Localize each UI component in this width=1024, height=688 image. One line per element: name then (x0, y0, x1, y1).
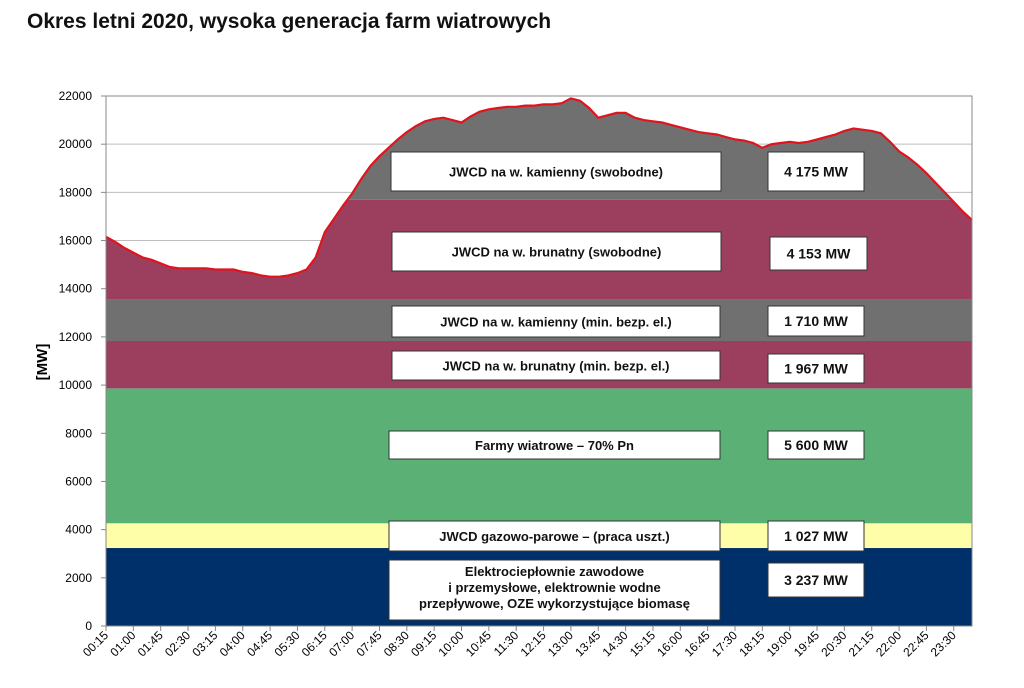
x-tick-label: 03:15 (189, 628, 220, 659)
x-tick-label: 16:00 (654, 628, 685, 659)
series-name-box (390, 151, 722, 192)
x-tick-label: 01:00 (107, 628, 138, 659)
plot-frame (105, 95, 973, 627)
y-tick-label: 10000 (59, 378, 93, 392)
x-tick-label: 07:45 (353, 628, 384, 659)
x-tick-label: 15:15 (627, 628, 658, 659)
x-tick-label: 13:00 (545, 628, 576, 659)
y-tick-label: 8000 (65, 426, 92, 440)
series-value-label: 3 237 MW (784, 572, 849, 588)
x-tick-label: 13:45 (572, 628, 603, 659)
y-tick-label: 18000 (59, 185, 93, 199)
x-tick-label: 19:00 (764, 628, 795, 659)
x-tick-label: 20:30 (818, 628, 849, 659)
y-tick-label: 2000 (65, 571, 92, 585)
x-tick-label: 07:00 (326, 628, 357, 659)
series-value-box (767, 353, 865, 384)
series-value-label: 1 027 MW (784, 528, 849, 544)
y-tick-label: 22000 (59, 89, 93, 103)
x-tick-label: 04:00 (217, 628, 248, 659)
x-tick-label: 08:30 (381, 628, 412, 659)
series-label-group-5: JWCD na w. brunatny (swobodne) 4 153 MW (391, 231, 868, 272)
x-tick-label: 04:45 (244, 628, 275, 659)
series-value-box (767, 520, 865, 552)
series-value-label: 1 967 MW (784, 361, 849, 377)
x-tick-label: 06:15 (299, 628, 330, 659)
series-name-box (391, 231, 722, 272)
series-name-label: JWCD na w. brunatny (swobodne) (452, 245, 662, 260)
x-tick-label: 12:15 (518, 628, 549, 659)
x-tick-label: 01:45 (135, 628, 166, 659)
series-value-box (767, 305, 865, 337)
series-name-box (391, 305, 721, 338)
series-name-label: JWCD gazowo-parowe – (praca uszt.) (439, 529, 669, 544)
series-value-box (767, 151, 865, 192)
series-name-box (388, 430, 721, 460)
y-tick-label: 20000 (59, 137, 93, 151)
demand-line (105, 97, 973, 278)
x-tick-label: 22:00 (873, 628, 904, 659)
y-tick-label: 6000 (65, 474, 92, 488)
series-label-group-2: Farmy wiatrowe – 70% Pn 5 600 MW (388, 430, 865, 460)
series-name-label: JWCD na w. kamienny (min. bezp. el.) (440, 315, 671, 330)
series-name-box (388, 559, 721, 621)
series-name-box (388, 520, 721, 552)
y-tick-label: 0 (85, 619, 92, 633)
y-tick-label: 16000 (59, 234, 93, 248)
series-labels: Elektrociepłownie zawodowe i przemysłowe,… (388, 151, 868, 621)
series-value-box (767, 562, 865, 598)
x-tick-label: 14:30 (600, 628, 631, 659)
y-tick-label: 14000 (59, 282, 93, 296)
series-name-label: Farmy wiatrowe – 70% Pn (475, 438, 634, 453)
x-tick-label: 05:30 (271, 628, 302, 659)
x-tick-label: 19:45 (791, 628, 822, 659)
x-tick-label: 17:30 (709, 628, 740, 659)
x-tick-label: 10:00 (436, 628, 467, 659)
series-label-group-0: Elektrociepłownie zawodowe i przemysłowe,… (388, 559, 865, 621)
x-tick-label: 21:15 (846, 628, 877, 659)
x-tick-label: 16:45 (682, 628, 713, 659)
series-name-box (391, 350, 721, 381)
y-tick-label: 12000 (59, 330, 93, 344)
x-tick-label: 11:30 (491, 628, 522, 659)
x-tick-label: 23:30 (928, 628, 959, 659)
y-axis-label: [MW] (34, 344, 51, 381)
series-value-box (767, 430, 865, 460)
series-value-label: 4 153 MW (787, 246, 852, 262)
series-value-box (769, 236, 868, 271)
chart-title: Okres letni 2020, wysoka generacja farm … (27, 10, 552, 33)
x-tick-label: 09:15 (408, 628, 439, 659)
series-label-group-1: JWCD gazowo-parowe – (praca uszt.) 1 027 … (388, 520, 865, 552)
series-value-label: 4 175 MW (784, 164, 849, 180)
series-name-label: JWCD na w. kamienny (swobodne) (449, 165, 663, 180)
series-value-label: 5 600 MW (784, 437, 849, 453)
y-tick-label: 4000 (65, 523, 92, 537)
series-name-label: JWCD na w. brunatny (min. bezp. el.) (442, 359, 669, 374)
series-label-group-6: JWCD na w. kamienny (swobodne) 4 175 MW (390, 151, 865, 192)
x-tick-label: 22:45 (900, 628, 931, 659)
series-value-label: 1 710 MW (784, 313, 849, 329)
x-tick-label: 02:30 (162, 628, 193, 659)
series-label-group-3: JWCD na w. brunatny (min. bezp. el.) 1 96… (391, 350, 865, 384)
series-name-label: Elektrociepłownie zawodowe i przemysłowe,… (419, 564, 690, 611)
x-tick-label: 10:45 (463, 628, 494, 659)
series-label-group-4: JWCD na w. kamienny (min. bezp. el.) 1 71… (391, 305, 865, 338)
x-tick-label: 18:15 (736, 628, 767, 659)
